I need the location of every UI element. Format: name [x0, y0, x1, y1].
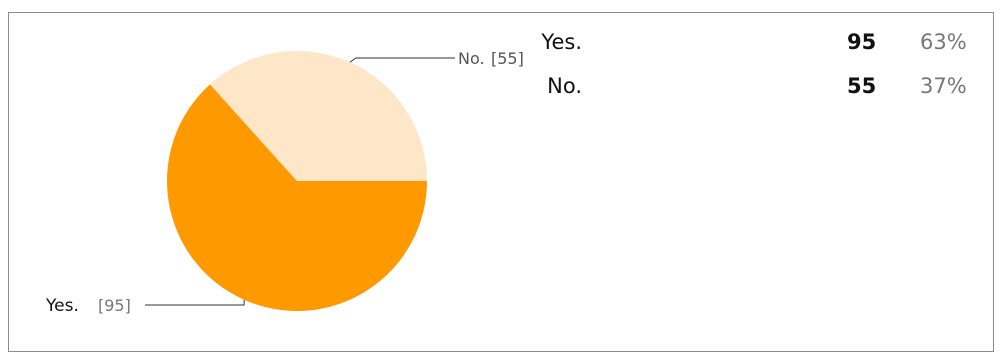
- slice-value-label-no: [55]: [491, 49, 524, 68]
- slice-label-yes: Yes.: [45, 296, 79, 316]
- summary-label: No.: [547, 74, 582, 98]
- summary-percent: 63%: [920, 30, 967, 54]
- pie-slices: [166, 50, 427, 311]
- slice-labels: Yes. [95] No. [55]: [45, 49, 524, 316]
- leader-line-no: [349, 57, 455, 63]
- pie-slice-yes: [166, 84, 427, 311]
- summary-percent: 37%: [920, 74, 967, 98]
- pie-slice-no: [210, 50, 427, 182]
- summary-label: Yes.: [541, 30, 582, 54]
- slice-label-no: No.: [458, 49, 485, 68]
- slice-value-label-yes: [95]: [98, 296, 131, 315]
- summary-count: 95: [847, 30, 877, 54]
- summary-count: 55: [847, 74, 877, 98]
- slice-leader-lines: [145, 57, 455, 306]
- leader-line-yes: [145, 299, 245, 306]
